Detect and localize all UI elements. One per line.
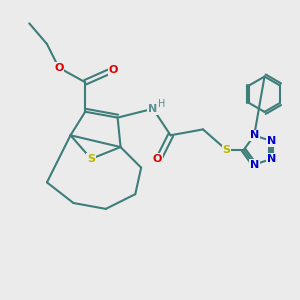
Text: N: N xyxy=(148,104,158,114)
Text: S: S xyxy=(87,154,95,164)
Text: S: S xyxy=(223,145,231,155)
Text: N: N xyxy=(250,130,259,140)
Text: N: N xyxy=(267,154,276,164)
Text: O: O xyxy=(153,154,162,164)
Text: N: N xyxy=(267,136,276,146)
Text: O: O xyxy=(109,65,118,76)
Text: N: N xyxy=(250,160,259,170)
Text: H: H xyxy=(158,99,165,110)
Text: O: O xyxy=(54,63,63,73)
